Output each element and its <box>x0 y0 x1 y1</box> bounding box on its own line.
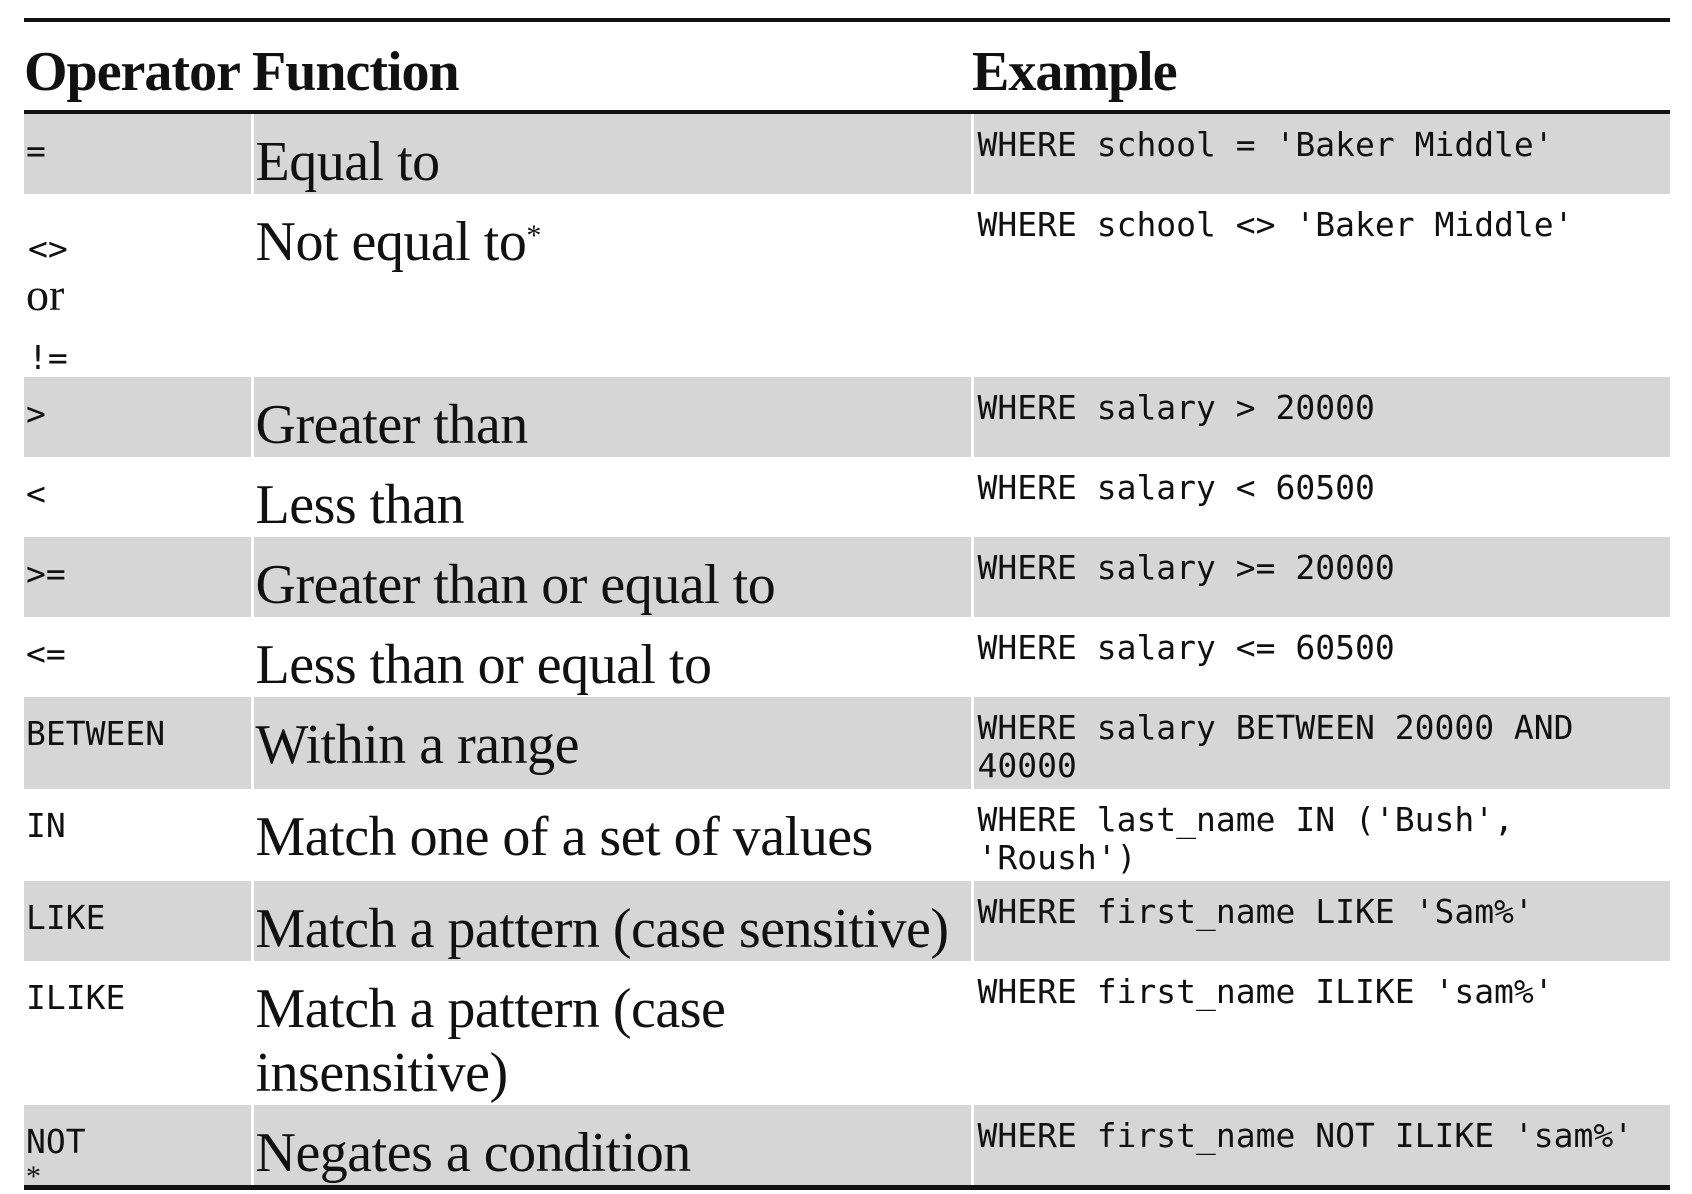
example-cell: WHERE school = 'Baker Middle' <box>972 112 1670 194</box>
example-cell: WHERE first_name LIKE 'Sam%' <box>972 881 1670 961</box>
operator-less-equal: <= <box>26 634 66 673</box>
example-cell: WHERE school <> 'Baker Middle' <box>972 194 1670 377</box>
function-cell: Greater than or equal to <box>252 537 974 617</box>
function-label: Not equal to <box>255 211 527 273</box>
example-code: WHERE school = 'Baker Middle' <box>977 125 1554 164</box>
function-text: Greater than <box>255 394 529 456</box>
operator-not-equal: <> or != <box>24 194 251 377</box>
example-line-2: 'Roush') <box>977 838 1137 877</box>
function-cell: Equal to <box>252 112 974 194</box>
function-cell: Match a pattern (case sensitive) <box>252 881 974 961</box>
operator-greater: > <box>26 394 46 433</box>
operators-table-container: Operator Function Example = Equal to WHE… <box>24 18 1670 1190</box>
operator-like: LIKE <box>26 898 106 937</box>
operator-between: BETWEEN <box>26 714 166 753</box>
example-code: WHERE salary > 20000 <box>977 388 1375 427</box>
function-text: Match a pattern (case sensitive) <box>255 898 950 960</box>
header-function: Function <box>252 18 972 114</box>
example-line-1: WHERE last_name IN ('Bush', <box>977 800 1514 839</box>
table-row: <= Less than or equal to WHERE salary <=… <box>24 617 1670 697</box>
function-text: Not equal to* <box>254 194 971 274</box>
table-row: ILIKE Match a pattern (case insensitive) … <box>24 961 1670 1105</box>
function-cell: Less than or equal to <box>252 617 974 697</box>
header-operator: Operator <box>24 18 252 114</box>
header-row: Operator Function Example <box>24 18 1670 114</box>
function-text: Negates a condition <box>255 1122 692 1184</box>
table-row: = Equal to WHERE school = 'Baker Middle' <box>24 112 1670 194</box>
function-text: Less than or equal to <box>255 634 713 696</box>
function-cell: Greater than <box>252 377 974 457</box>
operator-cell: IN <box>24 789 254 881</box>
operator-cell: >= <box>24 537 254 617</box>
function-text: Within a range <box>255 714 580 776</box>
example-code: WHERE first_name NOT ILIKE 'sam%' <box>977 1116 1634 1155</box>
function-cell: Match a pattern (case insensitive) <box>252 961 974 1105</box>
operator-greater-equal: >= <box>26 554 66 593</box>
operator-in: IN <box>26 806 66 845</box>
operator-bang-equal: != <box>28 338 68 377</box>
example-cell: WHERE salary <= 60500 <box>972 617 1670 697</box>
function-text: Match a pattern (case insensitive) <box>254 961 971 1105</box>
example-cell: WHERE first_name ILIKE 'sam%' <box>972 961 1670 1105</box>
operator-ilike: ILIKE <box>26 978 126 1017</box>
operator-not: NOT <box>26 1122 86 1161</box>
example-code: WHERE first_name ILIKE 'sam%' <box>977 972 1554 1011</box>
example-cell: WHERE last_name IN ('Bush', 'Roush') <box>972 789 1670 881</box>
example-code: WHERE salary BETWEEN 20000 AND 40000 <box>974 697 1671 785</box>
function-line-2: insensitive) <box>255 1042 509 1104</box>
function-cell: Not equal to* <box>252 194 974 377</box>
operator-cell: = <box>24 112 254 194</box>
operator-cell: > <box>24 377 254 457</box>
operator-angle-brackets: <> <box>28 229 68 268</box>
example-line-2: 40000 <box>977 746 1077 785</box>
function-text: Less than <box>255 474 465 536</box>
function-cell: Less than <box>252 457 974 537</box>
operator-equal: = <box>26 131 46 170</box>
example-code: WHERE last_name IN ('Bush', 'Roush') <box>974 789 1671 877</box>
table-row: <> or != Not equal to* WHERE school <> '… <box>24 194 1670 377</box>
example-cell: WHERE salary >= 20000 <box>972 537 1670 617</box>
example-cell: WHERE salary > 20000 <box>972 377 1670 457</box>
operator-cell: BETWEEN <box>24 697 254 789</box>
table-row: BETWEEN Within a range WHERE salary BETW… <box>24 697 1670 789</box>
table-row: >= Greater than or equal to WHERE salary… <box>24 537 1670 617</box>
footnote-mark: * <box>26 1160 41 1193</box>
example-code: WHERE salary >= 20000 <box>977 548 1395 587</box>
operator-cell: <= <box>24 617 254 697</box>
function-cell: Negates a condition <box>252 1105 974 1190</box>
example-line-1: WHERE salary BETWEEN 20000 AND <box>977 708 1574 747</box>
table-row: > Greater than WHERE salary > 20000 <box>24 377 1670 457</box>
example-code: WHERE school <> 'Baker Middle' <box>977 205 1574 244</box>
operator-cell: <> or != <box>24 194 254 377</box>
function-cell: Match one of a set of values <box>252 789 974 881</box>
example-cell: WHERE first_name NOT ILIKE 'sam%' <box>972 1105 1670 1190</box>
table-row: NOT Negates a condition WHERE first_name… <box>24 1105 1670 1190</box>
example-cell: WHERE salary BETWEEN 20000 AND 40000 <box>972 697 1670 789</box>
function-line-1: Match a pattern (case <box>255 978 726 1040</box>
operator-cell: LIKE <box>24 881 254 961</box>
example-code: WHERE salary <= 60500 <box>977 628 1395 667</box>
operator-cell: NOT <box>24 1105 254 1190</box>
example-cell: WHERE salary < 60500 <box>972 457 1670 537</box>
comparison-operators-table: Operator Function Example = Equal to WHE… <box>24 18 1670 1190</box>
function-text: Equal to <box>255 131 441 193</box>
example-code: WHERE first_name LIKE 'Sam%' <box>977 892 1534 931</box>
example-code: WHERE salary < 60500 <box>977 468 1375 507</box>
operator-cell: < <box>24 457 254 537</box>
table-row: < Less than WHERE salary < 60500 <box>24 457 1670 537</box>
function-text: Match one of a set of values <box>255 806 874 868</box>
table-row: LIKE Match a pattern (case sensitive) WH… <box>24 881 1670 961</box>
header-example: Example <box>972 18 1670 114</box>
function-text: Greater than or equal to <box>255 554 776 616</box>
operator-or-word: or <box>26 269 65 320</box>
table-row: IN Match one of a set of values WHERE la… <box>24 789 1670 881</box>
footnote-reference: * <box>526 219 541 252</box>
function-cell: Within a range <box>252 697 974 789</box>
operator-less: < <box>26 474 46 513</box>
operator-cell: ILIKE <box>24 961 254 1105</box>
